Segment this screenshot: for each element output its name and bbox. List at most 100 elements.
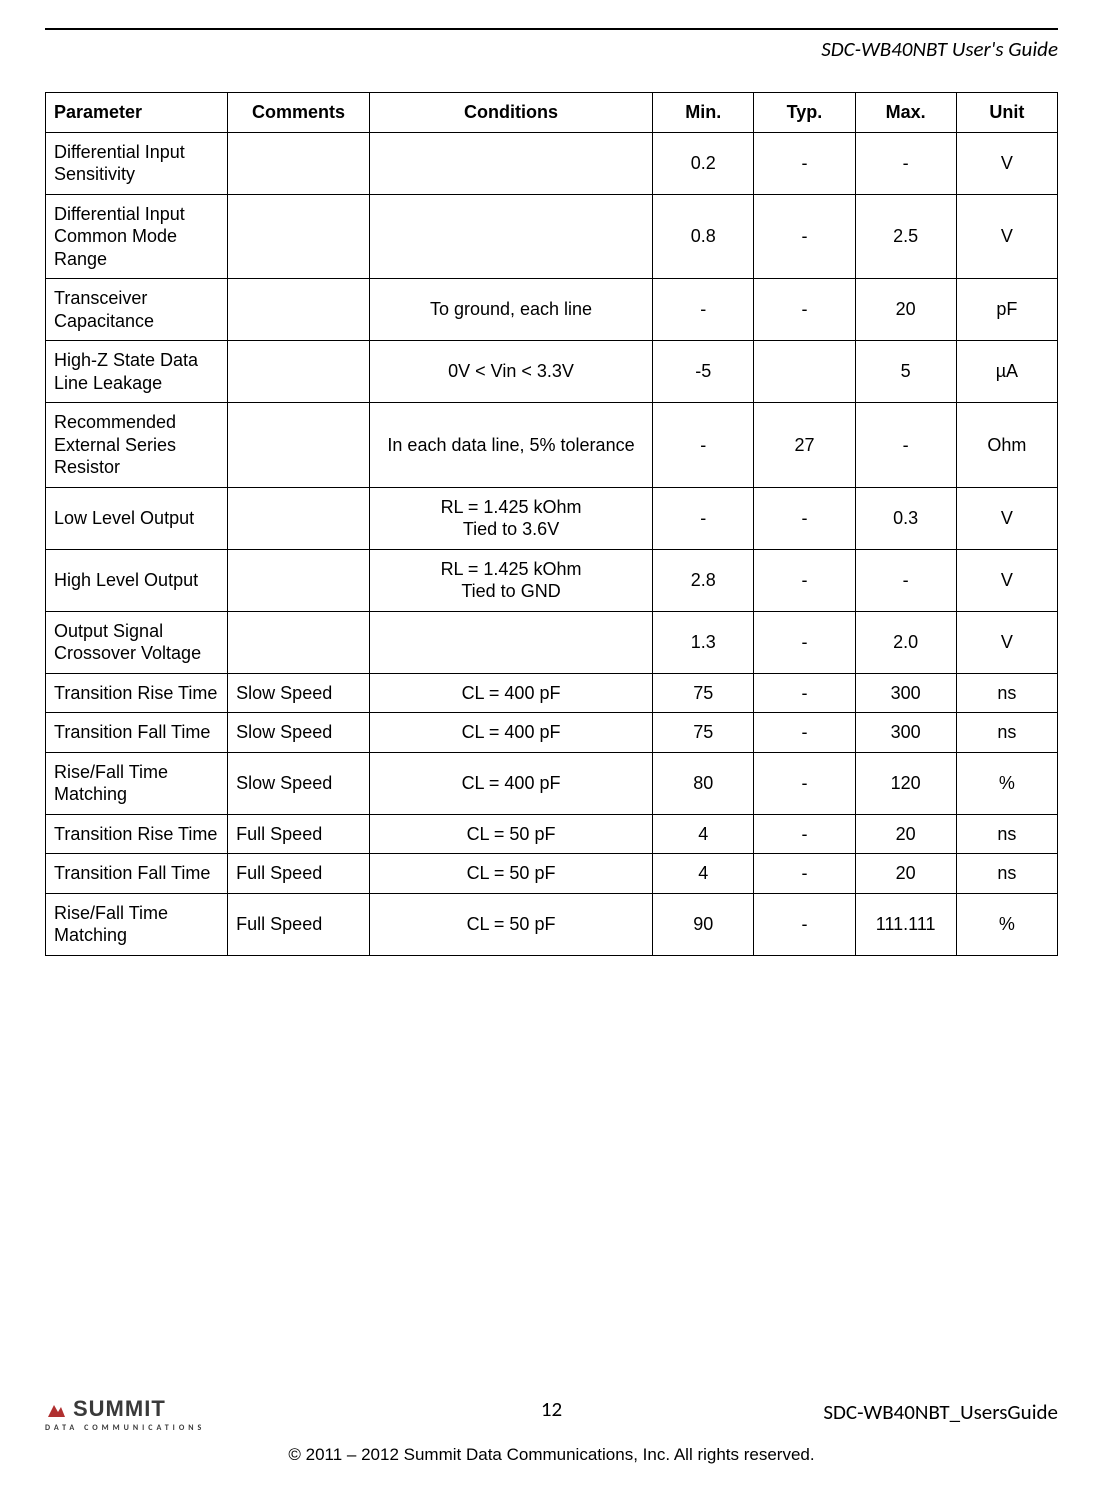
- table-row: Differential Input Common Mode Range0.8-…: [46, 194, 1058, 279]
- cell: -: [754, 194, 855, 279]
- logo-subtitle: DATA COMMUNICATIONS: [45, 1423, 205, 1433]
- cell: Transceiver Capacitance: [46, 279, 228, 341]
- cell: Slow Speed: [228, 713, 370, 753]
- cell: [228, 279, 370, 341]
- cell: ns: [956, 814, 1057, 854]
- table-row: Rise/Fall Time MatchingSlow SpeedCL = 40…: [46, 752, 1058, 814]
- cell: -: [754, 854, 855, 894]
- cell: -: [653, 487, 754, 549]
- cell: [228, 549, 370, 611]
- cell: High-Z State Data Line Leakage: [46, 341, 228, 403]
- cell: 0.8: [653, 194, 754, 279]
- cell: V: [956, 487, 1057, 549]
- cell: -: [855, 403, 956, 488]
- table-row: Transition Rise TimeSlow SpeedCL = 400 p…: [46, 673, 1058, 713]
- cell: -: [653, 279, 754, 341]
- cell: -: [754, 673, 855, 713]
- col-header: Parameter: [46, 93, 228, 133]
- table-row: Output Signal Crossover Voltage 1.3-2.0V: [46, 611, 1058, 673]
- cell: 20: [855, 854, 956, 894]
- cell: Transition Rise Time: [46, 814, 228, 854]
- cell: Full Speed: [228, 814, 370, 854]
- cell: 75: [653, 673, 754, 713]
- cell: Recommended External Series Resistor: [46, 403, 228, 488]
- table-row: High-Z State Data Line Leakage0V < Vin <…: [46, 341, 1058, 403]
- cell: [754, 341, 855, 403]
- cell: Low Level Output: [46, 487, 228, 549]
- cell: 2.0: [855, 611, 956, 673]
- cell: CL = 50 pF: [369, 854, 652, 894]
- cell: -: [653, 403, 754, 488]
- cell: RL = 1.425 kOhm Tied to GND: [369, 549, 652, 611]
- cell: -: [754, 752, 855, 814]
- cell: Ohm: [956, 403, 1057, 488]
- cell: High Level Output: [46, 549, 228, 611]
- cell: -: [754, 611, 855, 673]
- cell: -: [754, 814, 855, 854]
- table-head: ParameterCommentsConditionsMin.Typ.Max.U…: [46, 93, 1058, 133]
- cell: 4: [653, 814, 754, 854]
- cell: CL = 400 pF: [369, 713, 652, 753]
- cell: [228, 194, 370, 279]
- table-row: Recommended External Series ResistorIn e…: [46, 403, 1058, 488]
- table-row: Transceiver Capacitance To ground, each l…: [46, 279, 1058, 341]
- col-header: Conditions: [369, 93, 652, 133]
- col-header: Unit: [956, 93, 1057, 133]
- table-body: Differential Input Sensitivity0.2--VDiff…: [46, 132, 1058, 955]
- cell: [228, 341, 370, 403]
- cell: [369, 611, 652, 673]
- cell: -5: [653, 341, 754, 403]
- cell: 20: [855, 279, 956, 341]
- cell: [369, 194, 652, 279]
- header-row: ParameterCommentsConditionsMin.Typ.Max.U…: [46, 93, 1058, 133]
- copyright: © 2011 – 2012 Summit Data Communications…: [45, 1443, 1058, 1465]
- cell: Slow Speed: [228, 752, 370, 814]
- cell: [369, 132, 652, 194]
- cell: Transition Fall Time: [46, 854, 228, 894]
- cell: 75: [653, 713, 754, 753]
- cell: [228, 132, 370, 194]
- cell: 120: [855, 752, 956, 814]
- cell: To ground, each line: [369, 279, 652, 341]
- cell: %: [956, 752, 1057, 814]
- cell: Output Signal Crossover Voltage: [46, 611, 228, 673]
- cell: RL = 1.425 kOhm Tied to 3.6V: [369, 487, 652, 549]
- cell: V: [956, 611, 1057, 673]
- cell: 300: [855, 673, 956, 713]
- cell: 2.5: [855, 194, 956, 279]
- page: SDC-WB40NBT User's Guide ParameterCommen…: [0, 0, 1103, 1485]
- cell: 111.111: [855, 893, 956, 955]
- table-row: Rise/Fall Time MatchingFull SpeedCL = 50…: [46, 893, 1058, 955]
- header-title: SDC-WB40NBT User's Guide: [45, 30, 1058, 92]
- cell: 27: [754, 403, 855, 488]
- cell: [228, 487, 370, 549]
- table-row: Transition Fall TimeSlow SpeedCL = 400 p…: [46, 713, 1058, 753]
- cell: 4: [653, 854, 754, 894]
- cell: Slow Speed: [228, 673, 370, 713]
- cell: Transition Rise Time: [46, 673, 228, 713]
- cell: -: [754, 893, 855, 955]
- header-rule: [45, 28, 1058, 30]
- table-row: Differential Input Sensitivity0.2--V: [46, 132, 1058, 194]
- cell: Full Speed: [228, 854, 370, 894]
- cell: CL = 400 pF: [369, 673, 652, 713]
- col-header: Typ.: [754, 93, 855, 133]
- cell: Rise/Fall Time Matching: [46, 893, 228, 955]
- table-row: Transition Fall TimeFull SpeedCL = 50 pF…: [46, 854, 1058, 894]
- cell: ns: [956, 854, 1057, 894]
- table-row: Transition Rise TimeFull SpeedCL = 50 pF…: [46, 814, 1058, 854]
- cell: 90: [653, 893, 754, 955]
- cell: [228, 403, 370, 488]
- page-number: 12: [45, 1396, 1058, 1422]
- cell: 2.8: [653, 549, 754, 611]
- cell: [228, 611, 370, 673]
- cell: -: [754, 132, 855, 194]
- col-header: Min.: [653, 93, 754, 133]
- cell: pF: [956, 279, 1057, 341]
- cell: 5: [855, 341, 956, 403]
- cell: 0.2: [653, 132, 754, 194]
- cell: 1.3: [653, 611, 754, 673]
- cell: -: [754, 713, 855, 753]
- footer-top: SUMMIT DATA COMMUNICATIONS 12 SDC-WB40NB…: [45, 1396, 1058, 1443]
- cell: -: [855, 549, 956, 611]
